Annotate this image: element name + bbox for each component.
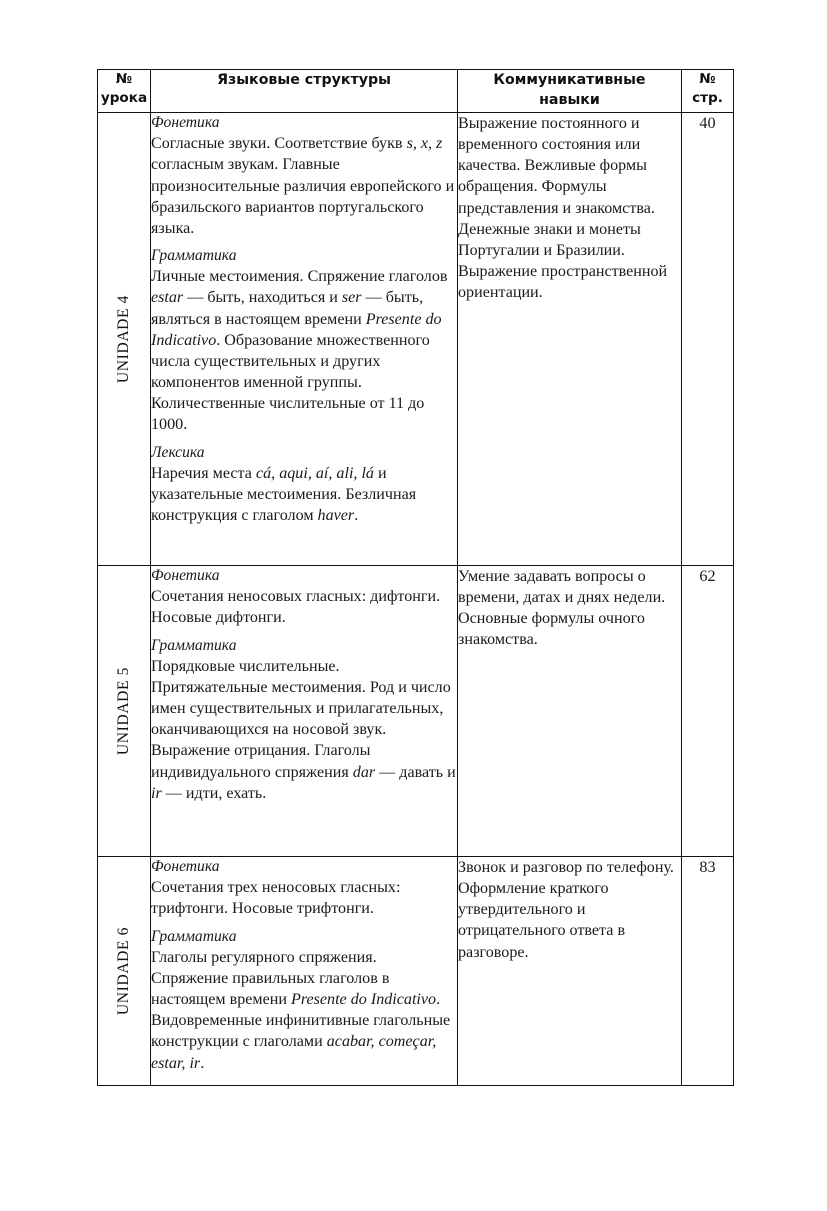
text-fragment: . Видовременные инфинитивные глагольные … xyxy=(151,991,451,1051)
text-fragment: . xyxy=(354,507,359,525)
communicative-paragraph: Денежные знаки и монеты Португалии и Бра… xyxy=(458,220,641,259)
unit-label: UNIDADE 4 xyxy=(115,294,132,384)
text-fragment-italic: estar xyxy=(151,289,184,307)
text-fragment: — давать и xyxy=(375,763,456,781)
text-fragment-italic: Presente do Indicativo xyxy=(151,310,442,349)
text-fragment: — быть, находиться и xyxy=(183,289,342,307)
section-grammar: Грамматика Глаголы регулярного спряжения… xyxy=(151,927,457,1074)
unit-label-cell: UNIDADE 4 xyxy=(97,112,151,566)
section-title: Грамматика xyxy=(151,636,237,654)
communicative-paragraph: Выражение постоянного и временного состо… xyxy=(458,115,655,217)
section-title: Грамматика xyxy=(151,247,237,265)
language-structures-cell: Фонетика Согласные звуки. Соответствие б… xyxy=(150,112,458,566)
text-fragment-italic: acabar, começar, estar, ir xyxy=(151,1033,437,1072)
table-row: UNIDADE 4 Фонетика Согласные звуки. Соот… xyxy=(97,112,734,566)
text-fragment: Наречия места xyxy=(151,464,256,482)
page-number-cell: 40 xyxy=(681,112,734,566)
section-body: Сочетания трех неносовых гласных: трифто… xyxy=(151,877,457,919)
text-fragment: Сочетания неносовых гласных: дифтонги. Н… xyxy=(151,588,441,627)
header-language-structures: Языковые структуры xyxy=(150,69,458,113)
page-number-cell: 62 xyxy=(681,565,734,857)
language-structures-cell: Фонетика Сочетания неносовых гласных: ди… xyxy=(150,565,458,857)
text-fragment: . Образование множественного числа сущес… xyxy=(151,331,430,434)
unit-label-cell: UNIDADE 6 xyxy=(97,856,151,1086)
text-fragment-italic: cá, aqui, aí, ali, lá xyxy=(255,464,374,482)
section-title: Фонетика xyxy=(151,114,220,131)
table-row: UNIDADE 6 Фонетика Сочетания трех неносо… xyxy=(97,856,734,1086)
section-grammar: Грамматика Порядковые числительные. Прит… xyxy=(151,636,457,804)
text-fragment-italic: s, x, z xyxy=(406,135,443,153)
section-phonetics: Фонетика Согласные звуки. Соответствие б… xyxy=(151,113,457,239)
section-body: Сочетания неносовых гласных: дифтонги. Н… xyxy=(151,586,457,628)
text-fragment-italic: dar xyxy=(352,763,376,781)
page-number-cell: 83 xyxy=(681,856,734,1086)
section-body: Глаголы регулярного спряжения. Спряжение… xyxy=(151,947,457,1074)
table-row: UNIDADE 5 Фонетика Сочетания неносовых г… xyxy=(97,565,734,857)
table-header: № урока Языковые структуры Коммуникативн… xyxy=(97,69,734,113)
unit-label: UNIDADE 6 xyxy=(115,926,132,1016)
communicative-paragraph: Выражение пространственной ориентации. xyxy=(458,263,668,302)
text-fragment: согласным звукам. Главные произносительн… xyxy=(151,156,455,237)
text-fragment: — идти, ехать. xyxy=(161,784,267,802)
language-structures-cell: Фонетика Сочетания трех неносовых гласны… xyxy=(150,856,458,1086)
text-fragment: Порядковые числительные. Притяжательные … xyxy=(151,657,451,781)
communicative-paragraph: Умение задавать вопросы о времени, датах… xyxy=(458,568,666,649)
header-communicative-line1: Коммуникативные xyxy=(493,72,646,88)
table-body: UNIDADE 4 Фонетика Согласные звуки. Соот… xyxy=(97,112,734,1086)
text-fragment: Личные местоимения. Спряжение глаголов xyxy=(151,268,448,286)
text-fragment-italic: Presente do Indicativo xyxy=(290,991,437,1009)
text-fragment: Глаголы регулярного спряжения. Спряжение… xyxy=(151,948,390,1009)
section-body: Порядковые числительные. Притяжательные … xyxy=(151,656,457,804)
header-page-line2: стр. xyxy=(692,90,723,107)
header-row: № урока Языковые структуры Коммуникативн… xyxy=(97,69,734,113)
unit-label-cell: UNIDADE 5 xyxy=(97,565,151,857)
section-title: Лексика xyxy=(151,443,205,461)
communicative-skills-cell: Звонок и разговор по телефону. Оформлени… xyxy=(457,856,682,1086)
section-phonetics: Фонетика Сочетания неносовых гласных: ди… xyxy=(151,566,457,629)
header-communicative-skills: Коммуникативные навыки xyxy=(457,69,682,113)
section-title: Фонетика xyxy=(151,858,220,875)
text-fragment: — быть, являться в настоящем времени xyxy=(151,289,424,328)
text-fragment: Согласные звуки. Соответствие букв xyxy=(151,135,407,153)
text-fragment-italic: ser xyxy=(341,289,362,307)
section-body: Наречия места cá, aqui, aí, ali, lá и ук… xyxy=(151,463,457,526)
section-lexis: Лексика Наречия места cá, aqui, aí, ali,… xyxy=(151,443,457,527)
unit-label: UNIDADE 5 xyxy=(115,666,132,756)
header-page-line1: № xyxy=(699,71,716,87)
section-body: Личные местоимения. Спряжение глаголов e… xyxy=(151,266,457,435)
communicative-skills-cell: Умение задавать вопросы о времени, датах… xyxy=(457,565,682,857)
text-fragment-italic: haver xyxy=(317,507,355,525)
header-unit-line2: урока xyxy=(100,90,148,107)
header-communicative-line2: навыки xyxy=(539,92,600,109)
syllabus-table: № урока Языковые структуры Коммуникативн… xyxy=(97,69,734,1086)
header-unit-line1: № xyxy=(115,71,133,87)
section-body: Согласные звуки. Соответствие букв s, x,… xyxy=(151,133,457,239)
header-unit-number: № урока xyxy=(97,69,151,113)
section-title: Фонетика xyxy=(151,567,220,584)
section-grammar: Грамматика Личные местоимения. Спряжение… xyxy=(151,246,457,436)
section-title: Грамматика xyxy=(151,927,237,945)
text-fragment: Сочетания трех неносовых гласных: трифто… xyxy=(151,879,401,918)
text-fragment: . xyxy=(200,1054,205,1072)
text-fragment-italic: ir xyxy=(151,784,162,802)
communicative-skills-cell: Выражение постоянного и временного состо… xyxy=(457,112,682,566)
header-page-number: № стр. xyxy=(681,69,734,113)
section-phonetics: Фонетика Сочетания трех неносовых гласны… xyxy=(151,857,457,920)
text-fragment: и указательные местоимения. Безличная ко… xyxy=(151,464,417,525)
communicative-paragraph: Звонок и разговор по телефону. Оформлени… xyxy=(458,859,674,961)
